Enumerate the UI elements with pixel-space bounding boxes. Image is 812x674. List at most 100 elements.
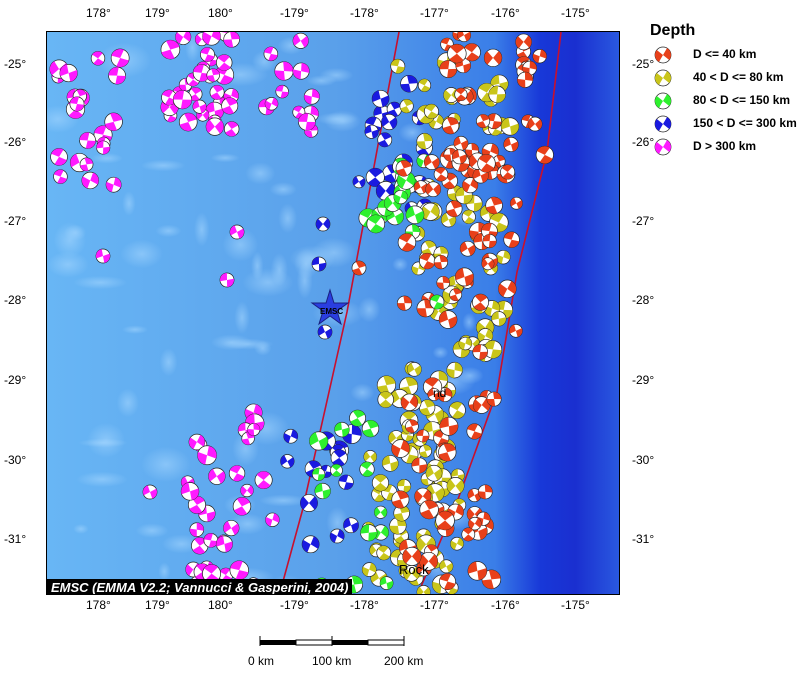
focal-mechanism (53, 169, 68, 184)
seamount (316, 112, 358, 126)
focal-mechanism (433, 254, 449, 270)
latitude-tick-label: -26° (4, 135, 27, 149)
focal-mechanism (395, 160, 413, 177)
focal-mechanism (160, 39, 181, 60)
focal-mechanism (372, 524, 389, 541)
focal-mechanism (202, 32, 221, 46)
latitude-tick-label: -29° (632, 373, 655, 387)
focal-mechanism (274, 61, 294, 81)
focal-mechanism (419, 551, 438, 571)
seamount (350, 383, 375, 402)
focal-mechanism (317, 324, 333, 340)
seamount (116, 388, 140, 418)
focal-mechanism (228, 465, 246, 482)
place-label: nd (433, 386, 447, 400)
seamount (158, 562, 171, 581)
focal-mechanism (472, 293, 489, 311)
legend-beachball (654, 92, 672, 110)
place-label: Rock (399, 562, 429, 577)
epicenter-star[interactable]: EMSC (310, 288, 350, 326)
focal-mechanism (309, 431, 329, 451)
focal-mechanism (425, 181, 442, 198)
focal-mechanism (351, 260, 367, 276)
focal-mechanism (229, 560, 249, 580)
latitude-tick-label: -31° (632, 532, 655, 546)
legend-item: 150 < D <= 300 km (650, 113, 810, 136)
seamount (90, 153, 123, 164)
focal-mechanism (496, 249, 511, 265)
focal-mechanism (391, 439, 410, 458)
focal-mechanism (466, 423, 483, 440)
focal-mechanism (338, 474, 354, 490)
latitude-tick-label: -28° (632, 293, 655, 307)
focal-mechanism (79, 157, 94, 172)
scale-bar: 0 km 100 km 200 km (240, 634, 440, 674)
legend-title: Depth (650, 22, 696, 39)
focal-mechanism (390, 58, 406, 74)
focal-mechanism (298, 113, 316, 131)
focal-mechanism (416, 429, 430, 443)
focal-mechanism (399, 99, 414, 114)
focal-mechanism (208, 467, 226, 485)
focal-mechanism (254, 471, 273, 490)
focal-mechanism (454, 87, 468, 101)
focal-mechanism (315, 216, 331, 232)
focal-mechanism (468, 516, 482, 531)
legend-item: 80 < D <= 150 km (650, 90, 810, 113)
seamount (456, 366, 484, 385)
focal-mechanism (371, 474, 390, 492)
seamount (73, 523, 89, 534)
focal-mechanism (488, 85, 506, 104)
longitude-tick-label: -179° (280, 6, 309, 20)
focal-mechanism (161, 89, 178, 106)
focal-mechanism (215, 54, 233, 71)
focal-mechanism (419, 252, 436, 270)
focal-mechanism (192, 64, 211, 82)
seamount (122, 191, 136, 216)
focal-mechanism (275, 84, 289, 99)
focal-mechanism (417, 78, 432, 92)
focal-mechanism (81, 171, 99, 190)
seamount (53, 222, 87, 258)
legend-beachball (654, 69, 672, 87)
latitude-tick-label: -30° (4, 453, 27, 467)
focal-mechanism (303, 88, 320, 105)
latitude-tick-label: -26° (632, 135, 655, 149)
seamount (326, 506, 349, 539)
focal-mechanism (95, 248, 111, 264)
focal-mechanism (442, 117, 460, 135)
focal-mechanism (264, 97, 279, 111)
focal-mechanism (503, 136, 519, 153)
seamount (135, 523, 169, 538)
seamount (296, 262, 313, 299)
seamount (47, 251, 89, 278)
longitude-tick-label: -178° (350, 598, 379, 612)
focal-mechanism (485, 113, 502, 130)
focal-mechanism (379, 576, 394, 590)
longitude-tick-label: 178° (86, 598, 111, 612)
focal-mechanism (96, 140, 111, 155)
scale-label: 0 km (248, 654, 275, 668)
focal-mechanism (411, 457, 428, 474)
focal-mechanism (477, 154, 496, 173)
seamount (73, 275, 128, 290)
focal-mechanism (69, 96, 85, 112)
focal-mechanism (457, 32, 472, 43)
legend-label: 80 < D <= 150 km (693, 93, 791, 107)
focal-mechanism (446, 477, 465, 495)
focal-mechanism (491, 311, 507, 327)
focal-mechanism (363, 450, 377, 464)
focal-mechanism (292, 32, 309, 49)
credit-label: EMSC (EMMA V2.2; Vannucci & Gasperini, 2… (47, 579, 353, 594)
focal-mechanism (483, 48, 503, 67)
latitude-tick-label: -25° (4, 57, 27, 71)
focal-mechanism (377, 132, 393, 148)
focal-mechanism (108, 66, 126, 85)
focal-mechanism (416, 133, 433, 150)
focal-mechanism (413, 180, 428, 195)
focal-mechanism (439, 573, 456, 591)
focal-mechanism (90, 51, 106, 66)
focal-mechanism (450, 536, 464, 551)
focal-mechanism (405, 205, 425, 225)
focal-mechanism (503, 231, 520, 248)
